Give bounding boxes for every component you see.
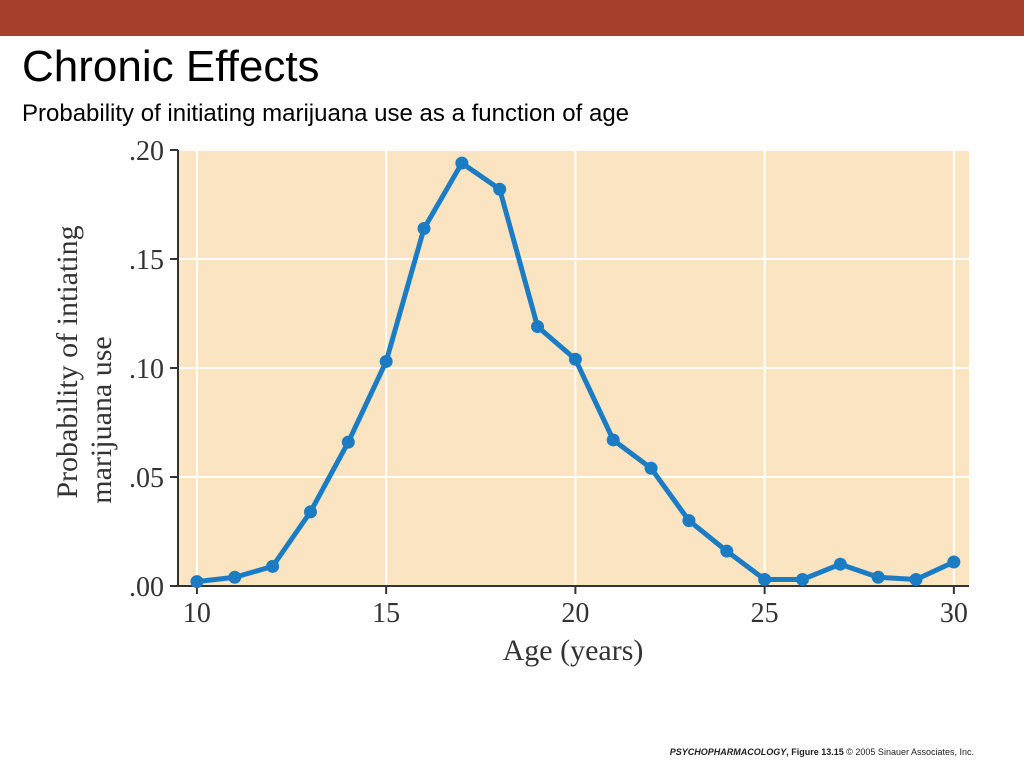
data-point <box>190 575 204 589</box>
series-group <box>190 156 961 589</box>
data-point <box>303 505 317 519</box>
y-axis-label-line-1: Probability of intiating <box>51 225 84 498</box>
data-point <box>833 557 847 571</box>
figure-credit: PSYCHOPHARMACOLOGY, Figure 13.15 © 2005 … <box>670 747 974 757</box>
grid-lines <box>178 149 969 586</box>
data-point <box>909 572 923 586</box>
data-point <box>720 544 734 558</box>
data-point <box>266 559 280 573</box>
data-point <box>682 514 696 528</box>
data-point <box>644 461 658 475</box>
data-point <box>606 433 620 447</box>
credit-figure: , Figure 13.15 <box>786 747 844 757</box>
x-tick-label: 15 <box>372 598 400 629</box>
y-tick-label: .15 <box>129 245 164 276</box>
y-axis-label-line-2: marijuana use <box>85 336 118 503</box>
x-tick-label: 20 <box>561 598 589 629</box>
data-point <box>758 572 772 586</box>
data-point <box>417 221 431 235</box>
data-point <box>379 354 393 368</box>
data-point <box>531 320 545 334</box>
data-point <box>795 572 809 586</box>
x-tick-label: 10 <box>183 598 211 629</box>
data-point <box>228 570 242 584</box>
data-point <box>341 435 355 449</box>
top-accent-bar <box>0 0 1024 36</box>
x-axis-label: Age (years) <box>503 634 644 667</box>
credit-copyright: © 2005 Sinauer Associates, Inc. <box>843 747 974 757</box>
y-tick-label: .00 <box>129 572 164 603</box>
y-tick-label: .20 <box>129 136 164 167</box>
data-point <box>568 352 582 366</box>
x-tick-label: 30 <box>940 598 968 629</box>
slide-subtitle: Probability of initiating marijuana use … <box>22 100 630 127</box>
credit-book: PSYCHOPHARMACOLOGY <box>669 747 787 757</box>
x-tick-label: 25 <box>751 598 779 629</box>
y-axis-label: Probability of intiating marijuana use <box>51 225 118 503</box>
y-tick-label: .05 <box>129 463 164 494</box>
y-tick-label: .10 <box>129 354 164 385</box>
y-axis-ticks: .00 .05 .10 .15 .20 <box>129 136 178 603</box>
data-point <box>493 182 507 196</box>
slide-title: Chronic Effects <box>22 42 320 91</box>
x-axis-ticks: 10 15 20 25 30 <box>183 586 968 629</box>
data-point <box>947 555 961 569</box>
data-point <box>455 156 469 170</box>
data-point <box>871 570 885 584</box>
